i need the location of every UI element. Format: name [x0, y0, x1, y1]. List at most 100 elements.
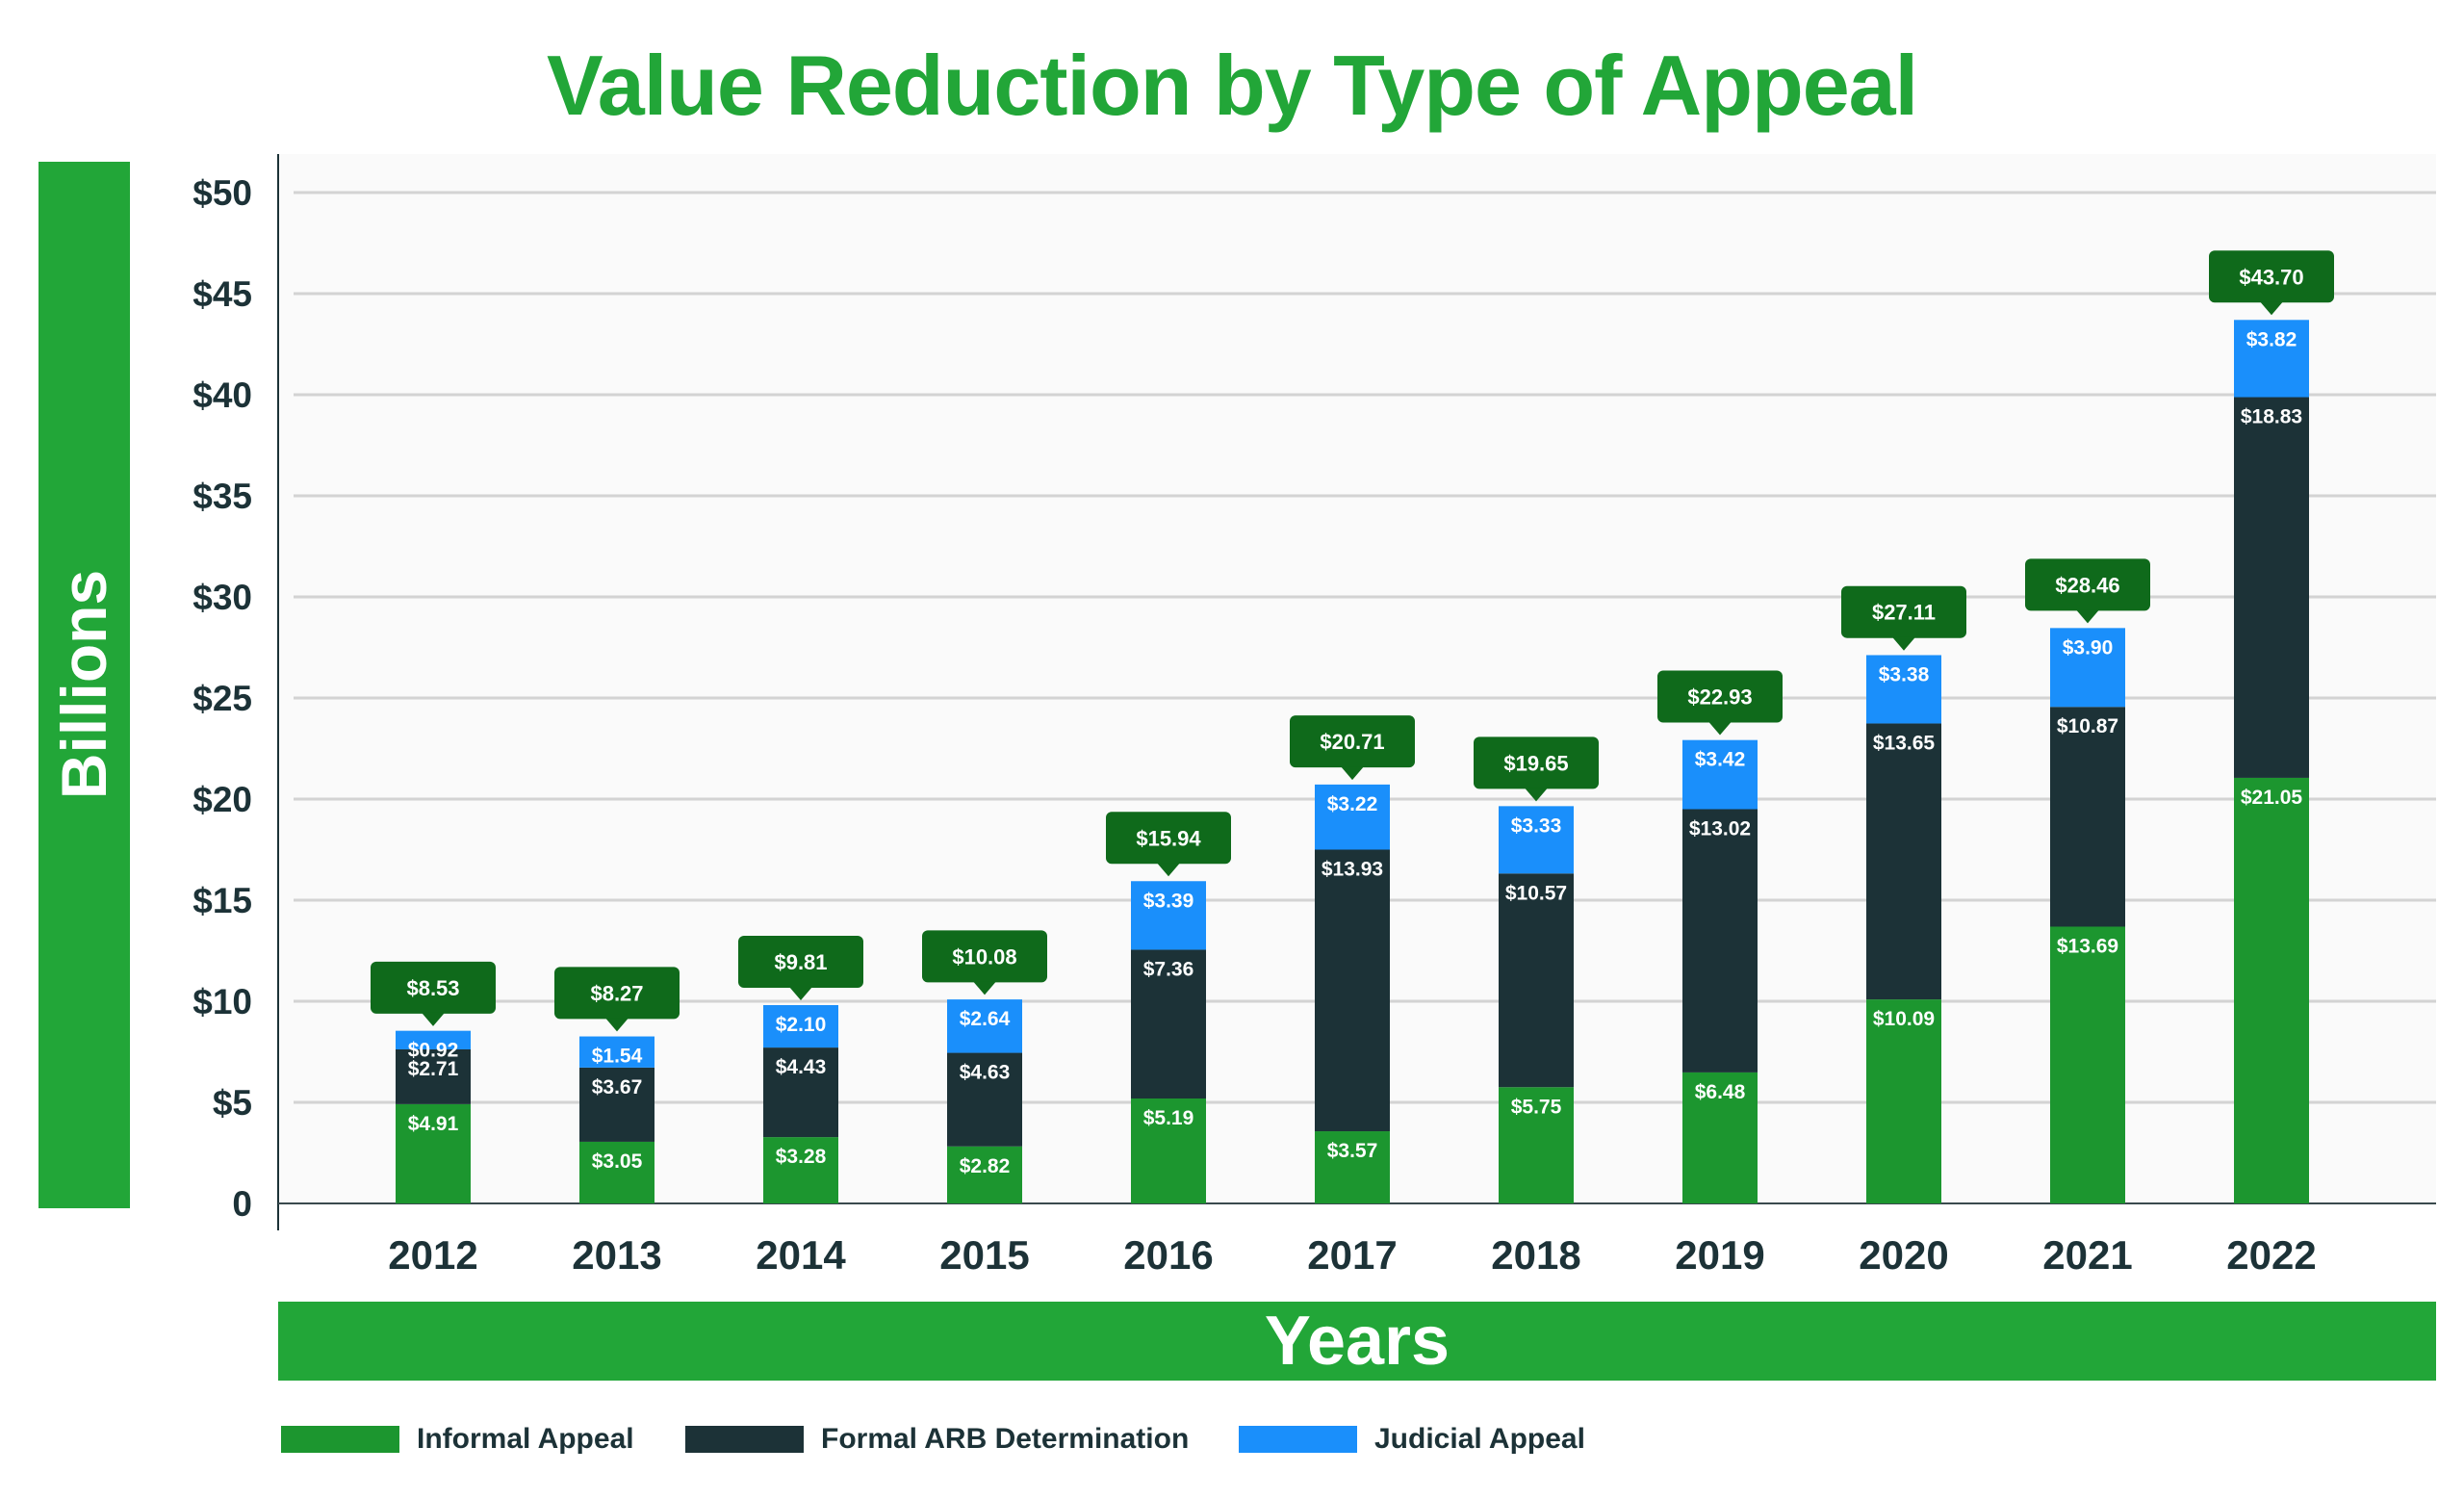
x-tick-label: 2018 — [1491, 1232, 1580, 1278]
data-label-informal-2012: $4.91 — [408, 1113, 459, 1135]
data-label-judicial-2012: $0.92 — [408, 1040, 459, 1062]
data-label-judicial-2014: $2.10 — [776, 1014, 827, 1036]
data-label-formal-2016: $7.36 — [1143, 958, 1194, 980]
total-callout-2016 — [1106, 812, 1231, 865]
data-label-formal-2018: $10.57 — [1505, 882, 1567, 904]
data-label-formal-2020: $13.65 — [1873, 732, 1936, 754]
bar-segment-informal-2017 — [1315, 1131, 1390, 1203]
x-tick-label: 2015 — [939, 1232, 1029, 1278]
data-label-informal-2017: $3.57 — [1327, 1140, 1378, 1162]
total-callout-2021 — [2025, 558, 2150, 611]
data-label-judicial-2018: $3.33 — [1511, 814, 1562, 837]
data-label-judicial-2017: $3.22 — [1327, 793, 1378, 815]
data-label-judicial-2021: $3.90 — [2063, 636, 2114, 659]
bar-segment-informal-2021 — [2050, 926, 2125, 1203]
bar-segment-formal-2014 — [763, 1047, 838, 1138]
total-callout-pointer — [2260, 301, 2283, 316]
total-callout-2012 — [371, 961, 496, 1014]
total-label-2015: $10.08 — [952, 944, 1016, 969]
total-callout-pointer — [1525, 788, 1548, 802]
bar-segment-judicial-2013 — [579, 1036, 654, 1068]
total-callout-2020 — [1841, 585, 1966, 638]
total-label-2018: $19.65 — [1503, 751, 1568, 775]
data-label-formal-2015: $4.63 — [960, 1062, 1011, 1084]
legend-label-formal: Formal ARB Determination — [821, 1423, 1190, 1455]
total-callout-pointer — [1708, 721, 1732, 736]
total-callout-2017 — [1290, 715, 1415, 768]
x-tick-label: 2021 — [2042, 1232, 2132, 1278]
legend-item-informal-appeal: Informal Appeal — [281, 1423, 634, 1455]
data-label-informal-2016: $5.19 — [1143, 1107, 1194, 1129]
data-label-formal-2012: $2.71 — [408, 1058, 459, 1080]
data-label-informal-2021: $13.69 — [2057, 936, 2118, 958]
total-label-2013: $8.27 — [590, 981, 643, 1005]
data-label-informal-2022: $21.05 — [2241, 787, 2303, 809]
bar-segment-formal-2016 — [1131, 949, 1206, 1099]
data-label-informal-2019: $6.48 — [1695, 1081, 1746, 1103]
data-label-formal-2017: $13.93 — [1322, 859, 1383, 881]
total-callout-2018 — [1474, 737, 1599, 789]
legend-item-formal-arb: Formal ARB Determination — [685, 1423, 1190, 1455]
bar-segment-judicial-2016 — [1131, 881, 1206, 950]
x-tick-label: 2014 — [756, 1232, 846, 1278]
chart-title: Value Reduction by Type of Appeal — [546, 38, 1918, 133]
y-tick-label: $40 — [192, 375, 252, 415]
data-label-formal-2021: $10.87 — [2057, 715, 2118, 737]
data-label-judicial-2016: $3.39 — [1143, 890, 1194, 912]
legend-swatch-formal — [685, 1426, 804, 1453]
bar-segment-informal-2012 — [396, 1103, 471, 1203]
total-callout-2015 — [922, 930, 1047, 983]
bar-segment-judicial-2015 — [947, 999, 1022, 1053]
bar-segment-judicial-2018 — [1499, 806, 1574, 874]
total-label-2020: $27.11 — [1872, 601, 1936, 625]
x-tick-label: 2020 — [1859, 1232, 1948, 1278]
x-axis-label: Years — [278, 1302, 2436, 1381]
bar-segment-judicial-2012 — [396, 1030, 471, 1049]
data-label-informal-2018: $5.75 — [1511, 1096, 1562, 1118]
total-callout-2013 — [554, 967, 680, 1020]
total-callout-pointer — [605, 1018, 629, 1032]
total-label-2016: $15.94 — [1136, 826, 1201, 850]
bar-segment-formal-2017 — [1315, 849, 1390, 1132]
total-callout-pointer — [1157, 863, 1180, 877]
total-callout-2019 — [1657, 670, 1783, 723]
total-callout-2022 — [2209, 250, 2334, 303]
data-label-formal-2014: $4.43 — [776, 1056, 827, 1078]
y-tick-label: $30 — [192, 578, 252, 617]
data-label-formal-2019: $13.02 — [1689, 818, 1751, 840]
data-label-informal-2013: $3.05 — [592, 1150, 643, 1173]
data-label-judicial-2020: $3.38 — [1879, 663, 1930, 685]
legend-swatch-judicial — [1239, 1426, 1357, 1453]
total-label-2014: $9.81 — [774, 950, 827, 974]
bar-segment-formal-2018 — [1499, 873, 1574, 1088]
x-tick-label: 2012 — [388, 1232, 477, 1278]
bar-segment-judicial-2020 — [1866, 655, 1941, 724]
total-callout-pointer — [973, 981, 996, 995]
y-axis-label-band — [38, 162, 130, 1208]
total-callout-pointer — [1892, 636, 1915, 651]
y-tick-label: $50 — [192, 173, 252, 213]
y-tick-label: $25 — [192, 679, 252, 718]
data-label-judicial-2015: $2.64 — [960, 1008, 1011, 1030]
x-tick-label: 2017 — [1307, 1232, 1397, 1278]
bar-segment-formal-2015 — [947, 1052, 1022, 1147]
data-label-judicial-2019: $3.42 — [1695, 749, 1746, 771]
y-tick-label: 0 — [232, 1184, 252, 1224]
data-label-formal-2022: $18.83 — [2241, 406, 2302, 428]
legend-label-informal: Informal Appeal — [417, 1423, 634, 1455]
bar-segment-informal-2020 — [1866, 999, 1941, 1203]
data-label-formal-2013: $3.67 — [592, 1076, 643, 1098]
bar-segment-informal-2014 — [763, 1137, 838, 1203]
bar-segment-formal-2022 — [2234, 397, 2309, 778]
bar-segment-formal-2020 — [1866, 723, 1941, 1000]
x-tick-label: 2013 — [572, 1232, 661, 1278]
total-callout-pointer — [2076, 609, 2099, 624]
bar-segment-formal-2021 — [2050, 707, 2125, 927]
bar-segment-judicial-2014 — [763, 1004, 838, 1048]
bar-segment-informal-2016 — [1131, 1098, 1206, 1203]
total-callout-pointer — [789, 986, 812, 1000]
legend-item-judicial-appeal: Judicial Appeal — [1239, 1423, 1585, 1455]
bar-segment-informal-2022 — [2234, 777, 2309, 1203]
total-label-2019: $22.93 — [1687, 685, 1752, 709]
